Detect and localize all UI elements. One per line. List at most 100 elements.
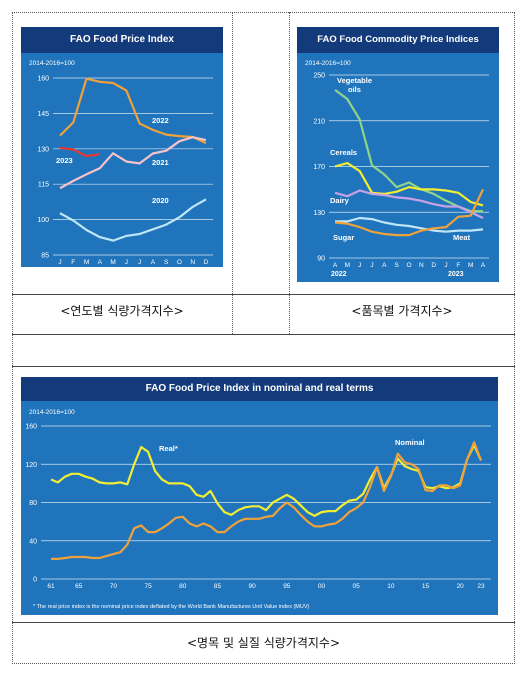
x-tick-label: D xyxy=(431,262,436,269)
x-tick-label: 23 xyxy=(477,583,485,590)
x-tick-label: M xyxy=(84,259,89,266)
y-tick-label: 130 xyxy=(37,146,49,153)
x-tick-label: J xyxy=(58,259,61,266)
y-tick-label: 0 xyxy=(33,577,37,584)
y-tick-label: 85 xyxy=(41,253,49,260)
x-tick-label: 05 xyxy=(353,583,361,590)
x-tick-label: J xyxy=(370,262,373,269)
unit-note: 2014-2016=100 xyxy=(29,60,75,67)
series-line-2021 xyxy=(59,136,207,190)
series-line-vegetable-oils xyxy=(334,89,483,213)
x-tick-label: 75 xyxy=(144,583,152,590)
cell-divider xyxy=(289,12,290,334)
x-tick-label: A xyxy=(98,259,103,266)
chart-yearly-fpi: FAO Food Price Index 2014-2016=100 85 100 1… xyxy=(21,27,223,267)
caption-yearly-fpi: <연도별 식량가격지수> xyxy=(60,304,184,318)
x-tick-label: J xyxy=(358,262,361,269)
series-label-meat: Meat xyxy=(453,233,471,242)
x-tick-label: M xyxy=(468,262,473,269)
series-line-meat xyxy=(335,216,484,233)
y-tick-label: 40 xyxy=(29,538,37,545)
unit-note: 2014-2016=100 xyxy=(29,409,75,416)
y-tick-label: 130 xyxy=(313,210,325,217)
y-tick-label: 90 xyxy=(317,256,325,263)
x-tick-label: 95 xyxy=(283,583,291,590)
x-tick-label: F xyxy=(71,259,75,266)
x-tick-label: 00 xyxy=(318,583,326,590)
series-label-cereals: Cereals xyxy=(330,148,357,157)
x-tick-label: 61 xyxy=(47,583,55,590)
x-tick-label: O xyxy=(406,262,411,269)
x-tick-label: F xyxy=(456,262,460,269)
series-line-nominal xyxy=(51,441,483,560)
chart-nominal-real-fpi: FAO Food Price Index in nominal and real… xyxy=(21,377,498,615)
x-tick-label: M xyxy=(110,259,115,266)
x-tick-label: 65 xyxy=(75,583,83,590)
x-tick-label: D xyxy=(204,259,209,266)
y-tick-label: 160 xyxy=(37,76,49,83)
series-label-nominal: Nominal xyxy=(395,438,425,447)
series-label-real: Real* xyxy=(159,444,178,453)
x-tick-label: J xyxy=(444,262,447,269)
unit-note: 2014-2016=100 xyxy=(305,60,351,67)
series-line-real- xyxy=(50,443,483,517)
x-tick-label: M xyxy=(345,262,350,269)
series-label-2021: 2021 xyxy=(152,158,169,167)
series-label-2022: 2022 xyxy=(152,116,169,125)
y-tick-label: 120 xyxy=(25,462,37,469)
series-label-dairy: Dairy xyxy=(330,196,350,205)
y-tick-label: 160 xyxy=(25,424,37,431)
x-tick-label: 85 xyxy=(214,583,222,590)
y-tick-label: 250 xyxy=(313,73,325,80)
caption-commodity-indices: <품목별 가격지수> xyxy=(351,304,453,318)
x-tick-label: A xyxy=(333,262,338,269)
footnote: * The real price index is the nominal pr… xyxy=(33,604,310,610)
y-tick-label: 115 xyxy=(38,182,49,189)
row-divider xyxy=(12,294,515,295)
caption-nominal-real-fpi: <명목 및 실질 식량가격지수> xyxy=(187,636,340,650)
x-tick-label: S xyxy=(394,262,399,269)
year-label-2023: 2023 xyxy=(448,271,464,278)
chart-title: FAO Food Price Index xyxy=(21,27,223,53)
x-tick-label: A xyxy=(151,259,156,266)
x-tick-label: 10 xyxy=(387,583,395,590)
chart-title: FAO Food Commodity Price Indices xyxy=(297,27,499,53)
y-tick-label: 145 xyxy=(37,111,49,118)
series-line-dairy xyxy=(334,189,484,219)
series-label-2023: 2023 xyxy=(56,156,73,165)
row-divider xyxy=(12,366,515,367)
chart-commodity-indices: FAO Food Commodity Price Indices 2014-20… xyxy=(297,27,499,282)
x-tick-label: N xyxy=(419,262,424,269)
y-tick-label: 170 xyxy=(313,164,325,171)
year-label-2022: 2022 xyxy=(331,271,347,278)
row-divider xyxy=(12,622,515,623)
x-tick-label: 70 xyxy=(110,583,118,590)
x-tick-label: O xyxy=(177,259,182,266)
x-tick-label: J xyxy=(125,259,128,266)
chart-title: FAO Food Price Index in nominal and real… xyxy=(21,377,498,401)
series-line-2023 xyxy=(59,146,100,158)
x-tick-label: 90 xyxy=(249,583,257,590)
series-line-2022 xyxy=(59,77,207,145)
cell-divider xyxy=(232,12,233,334)
series-label-sugar: Sugar xyxy=(333,233,354,242)
table-frame xyxy=(12,12,515,664)
series-label-2020: 2020 xyxy=(152,196,169,205)
series-line-sugar xyxy=(334,188,484,237)
x-tick-label: 80 xyxy=(179,583,187,590)
series-label-vegetable: Vegetable xyxy=(337,76,372,85)
series-line-cereals xyxy=(334,162,484,207)
y-tick-label: 80 xyxy=(29,500,37,507)
x-tick-label: 20 xyxy=(457,583,465,590)
series-line-2020 xyxy=(59,198,207,242)
series-label-oils: oils xyxy=(348,85,361,94)
row-divider xyxy=(12,334,515,335)
x-tick-label: 15 xyxy=(422,583,430,590)
x-tick-label: A xyxy=(481,262,486,269)
x-tick-label: J xyxy=(138,259,141,266)
x-tick-label: S xyxy=(164,259,169,266)
chart-plot: 2014-2016=100 0 40 80 120 160 61 65 70 75 80 85 90 95… xyxy=(25,409,491,610)
x-tick-label: A xyxy=(382,262,387,269)
